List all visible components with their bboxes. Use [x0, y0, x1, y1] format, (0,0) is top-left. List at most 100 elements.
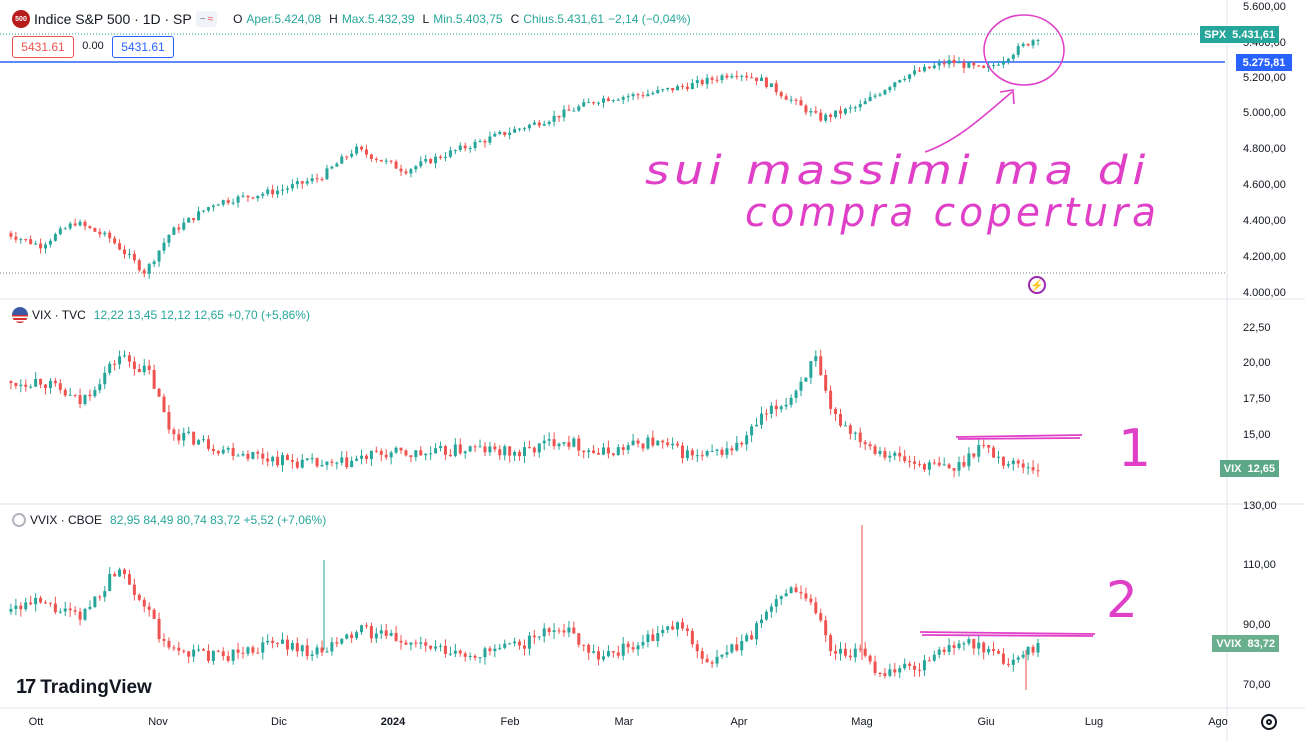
- vix-candle: [927, 462, 931, 470]
- vix-candle: [690, 450, 694, 456]
- spx-candle: [468, 148, 472, 150]
- vix-candle: [93, 390, 97, 397]
- spx-candle: [700, 80, 704, 85]
- vvix-candle: [601, 656, 605, 660]
- vix-candle: [58, 383, 62, 390]
- vix-candle: [468, 446, 472, 452]
- vvix-title[interactable]: VVIX · CBOE: [30, 513, 103, 527]
- vix-candle: [414, 450, 418, 458]
- vvix-candle: [769, 606, 773, 612]
- spx-candle: [320, 178, 324, 180]
- vvix-candle: [759, 619, 763, 624]
- eye-icon[interactable]: [12, 513, 26, 527]
- vvix-candle: [537, 636, 541, 638]
- spx-candle: [137, 260, 141, 271]
- vix-candle: [597, 453, 601, 455]
- vvix-candle: [295, 643, 299, 652]
- spx-candle: [789, 99, 793, 101]
- spx-candle: [429, 159, 433, 164]
- vvix-candle: [992, 648, 996, 651]
- vix-candle: [206, 439, 210, 449]
- vix-candle: [88, 394, 92, 397]
- vix-candle: [513, 452, 517, 456]
- vix-title[interactable]: VIX · TVC: [32, 308, 86, 322]
- vvix-candle: [24, 602, 28, 610]
- vix-values: 12,22 13,45 12,12 12,65 +0,70 (+5,86%): [93, 308, 310, 322]
- vix-axis-tick: 20,00: [1243, 357, 1271, 369]
- vvix-candle: [271, 640, 275, 643]
- vvix-candle: [355, 632, 359, 638]
- vvix-candle: [913, 665, 917, 670]
- vix-candle: [814, 356, 818, 362]
- spx-candle: [967, 62, 971, 68]
- vvix-candle: [409, 642, 413, 645]
- spx-candle: [127, 253, 131, 255]
- vix-candle: [345, 457, 349, 468]
- vix-candle: [271, 456, 275, 462]
- vvix-candle: [853, 648, 857, 658]
- vvix-candle: [725, 652, 729, 655]
- vix-candle: [804, 377, 808, 382]
- vix-candle: [147, 365, 151, 370]
- spx-candle: [814, 111, 818, 113]
- vix-candle: [863, 442, 867, 445]
- spx-candle: [34, 243, 38, 245]
- vvix-candle: [1016, 657, 1020, 660]
- vvix-candle: [641, 642, 645, 646]
- vvix-candle: [256, 652, 260, 654]
- spx-candle: [162, 242, 166, 251]
- spx-candle: [601, 98, 605, 103]
- spx-title[interactable]: Indice S&P 500 · 1D · SP: [34, 11, 192, 27]
- spx-axis-tick: 4.000,00: [1243, 287, 1286, 299]
- spx-candle: [518, 128, 522, 130]
- time-axis-label: Lug: [1085, 716, 1103, 728]
- vvix-candle: [592, 651, 596, 653]
- vix-candle: [1021, 463, 1025, 468]
- lightning-icon[interactable]: ⚡: [1028, 276, 1046, 294]
- vix-annotation-line: [955, 434, 1083, 440]
- spx-candle: [152, 261, 156, 265]
- vvix-candle: [44, 602, 48, 604]
- time-axis-label: Ott: [29, 716, 44, 728]
- vix-candle: [572, 438, 576, 447]
- vix-candle: [903, 456, 907, 462]
- vix-candle: [1016, 460, 1020, 464]
- vvix-candle: [547, 628, 551, 633]
- hline-price-tag[interactable]: 5.275,81: [1236, 54, 1292, 71]
- spx-candle: [977, 65, 981, 67]
- vvix-candle: [108, 573, 112, 592]
- vix-candle: [819, 356, 823, 376]
- spx-candle: [83, 221, 87, 227]
- sell-price-button[interactable]: 5431.61: [12, 36, 74, 58]
- vvix-candle: [330, 642, 334, 652]
- spx-candle: [532, 122, 536, 125]
- spx-candle: [414, 166, 418, 170]
- settings-gear-icon[interactable]: [1261, 714, 1277, 730]
- vvix-candle: [236, 649, 240, 653]
- vix-candle: [705, 451, 709, 456]
- vvix-candle: [453, 650, 457, 654]
- vix-candle: [29, 386, 33, 388]
- spx-candle: [443, 156, 447, 158]
- buy-price-button[interactable]: 5431.61: [112, 36, 174, 58]
- vix-candle: [236, 455, 240, 457]
- vix-candle: [360, 455, 364, 459]
- vix-candle: [48, 380, 52, 389]
- vvix-candle: [666, 626, 670, 630]
- vvix-candle: [967, 639, 971, 644]
- spx-candle: [300, 181, 304, 184]
- vix-candle: [157, 388, 161, 397]
- vix-candle: [883, 450, 887, 458]
- spread-value: 0.00: [80, 36, 106, 56]
- vvix-candle: [972, 639, 976, 649]
- spx-candle: [434, 156, 438, 164]
- compare-toggle-button[interactable]: − ≈: [195, 11, 218, 27]
- vvix-candle: [774, 599, 778, 607]
- vix-candle: [424, 453, 428, 456]
- spx-candle: [399, 168, 403, 172]
- vix-candle: [123, 355, 127, 357]
- vix-candle: [167, 412, 171, 430]
- ohlc-low-value: Min.5.403,75: [433, 12, 503, 26]
- vvix-candle: [878, 672, 882, 674]
